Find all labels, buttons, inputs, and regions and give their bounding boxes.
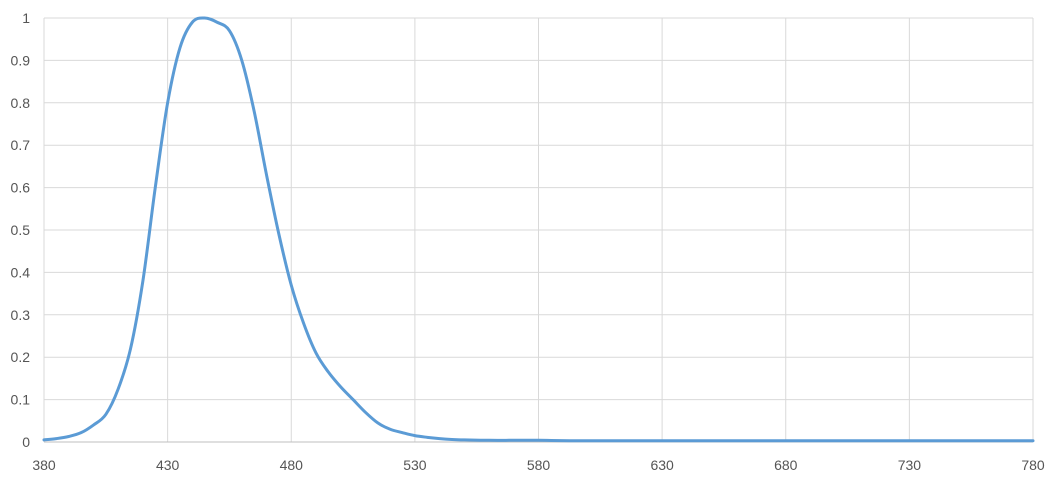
series-lines	[42, 16, 1035, 443]
x-tick-label: 530	[403, 457, 427, 473]
y-tick-label: 0.2	[11, 349, 31, 365]
series-line-0	[42, 16, 1035, 443]
y-tick-label: 0.5	[11, 222, 31, 238]
y-tick-label: 0.3	[11, 307, 31, 323]
y-tick-label: 0	[22, 434, 30, 450]
x-axis-tick-labels: 380 430 480 530 580 630 680 730 780	[32, 457, 1045, 473]
y-tick-label: 0.9	[11, 52, 31, 68]
y-tick-label: 1	[22, 10, 30, 26]
x-tick-label: 680	[774, 457, 798, 473]
x-tick-label: 430	[156, 457, 180, 473]
y-axis-tick-labels: 0 0.1 0.2 0.3 0.4 0.5 0.6 0.7 0.8 0.9 1	[11, 10, 31, 450]
y-tick-label: 0.6	[11, 180, 31, 196]
x-tick-label: 630	[650, 457, 674, 473]
x-tick-label: 480	[280, 457, 304, 473]
x-tick-label: 380	[32, 457, 56, 473]
x-tick-label: 580	[527, 457, 551, 473]
y-tick-label: 0.8	[11, 95, 31, 111]
x-tick-label: 780	[1021, 457, 1045, 473]
y-tick-label: 0.7	[11, 137, 31, 153]
y-tick-label: 0.1	[11, 392, 31, 408]
y-tick-label: 0.4	[11, 264, 31, 280]
x-tick-label: 730	[898, 457, 922, 473]
